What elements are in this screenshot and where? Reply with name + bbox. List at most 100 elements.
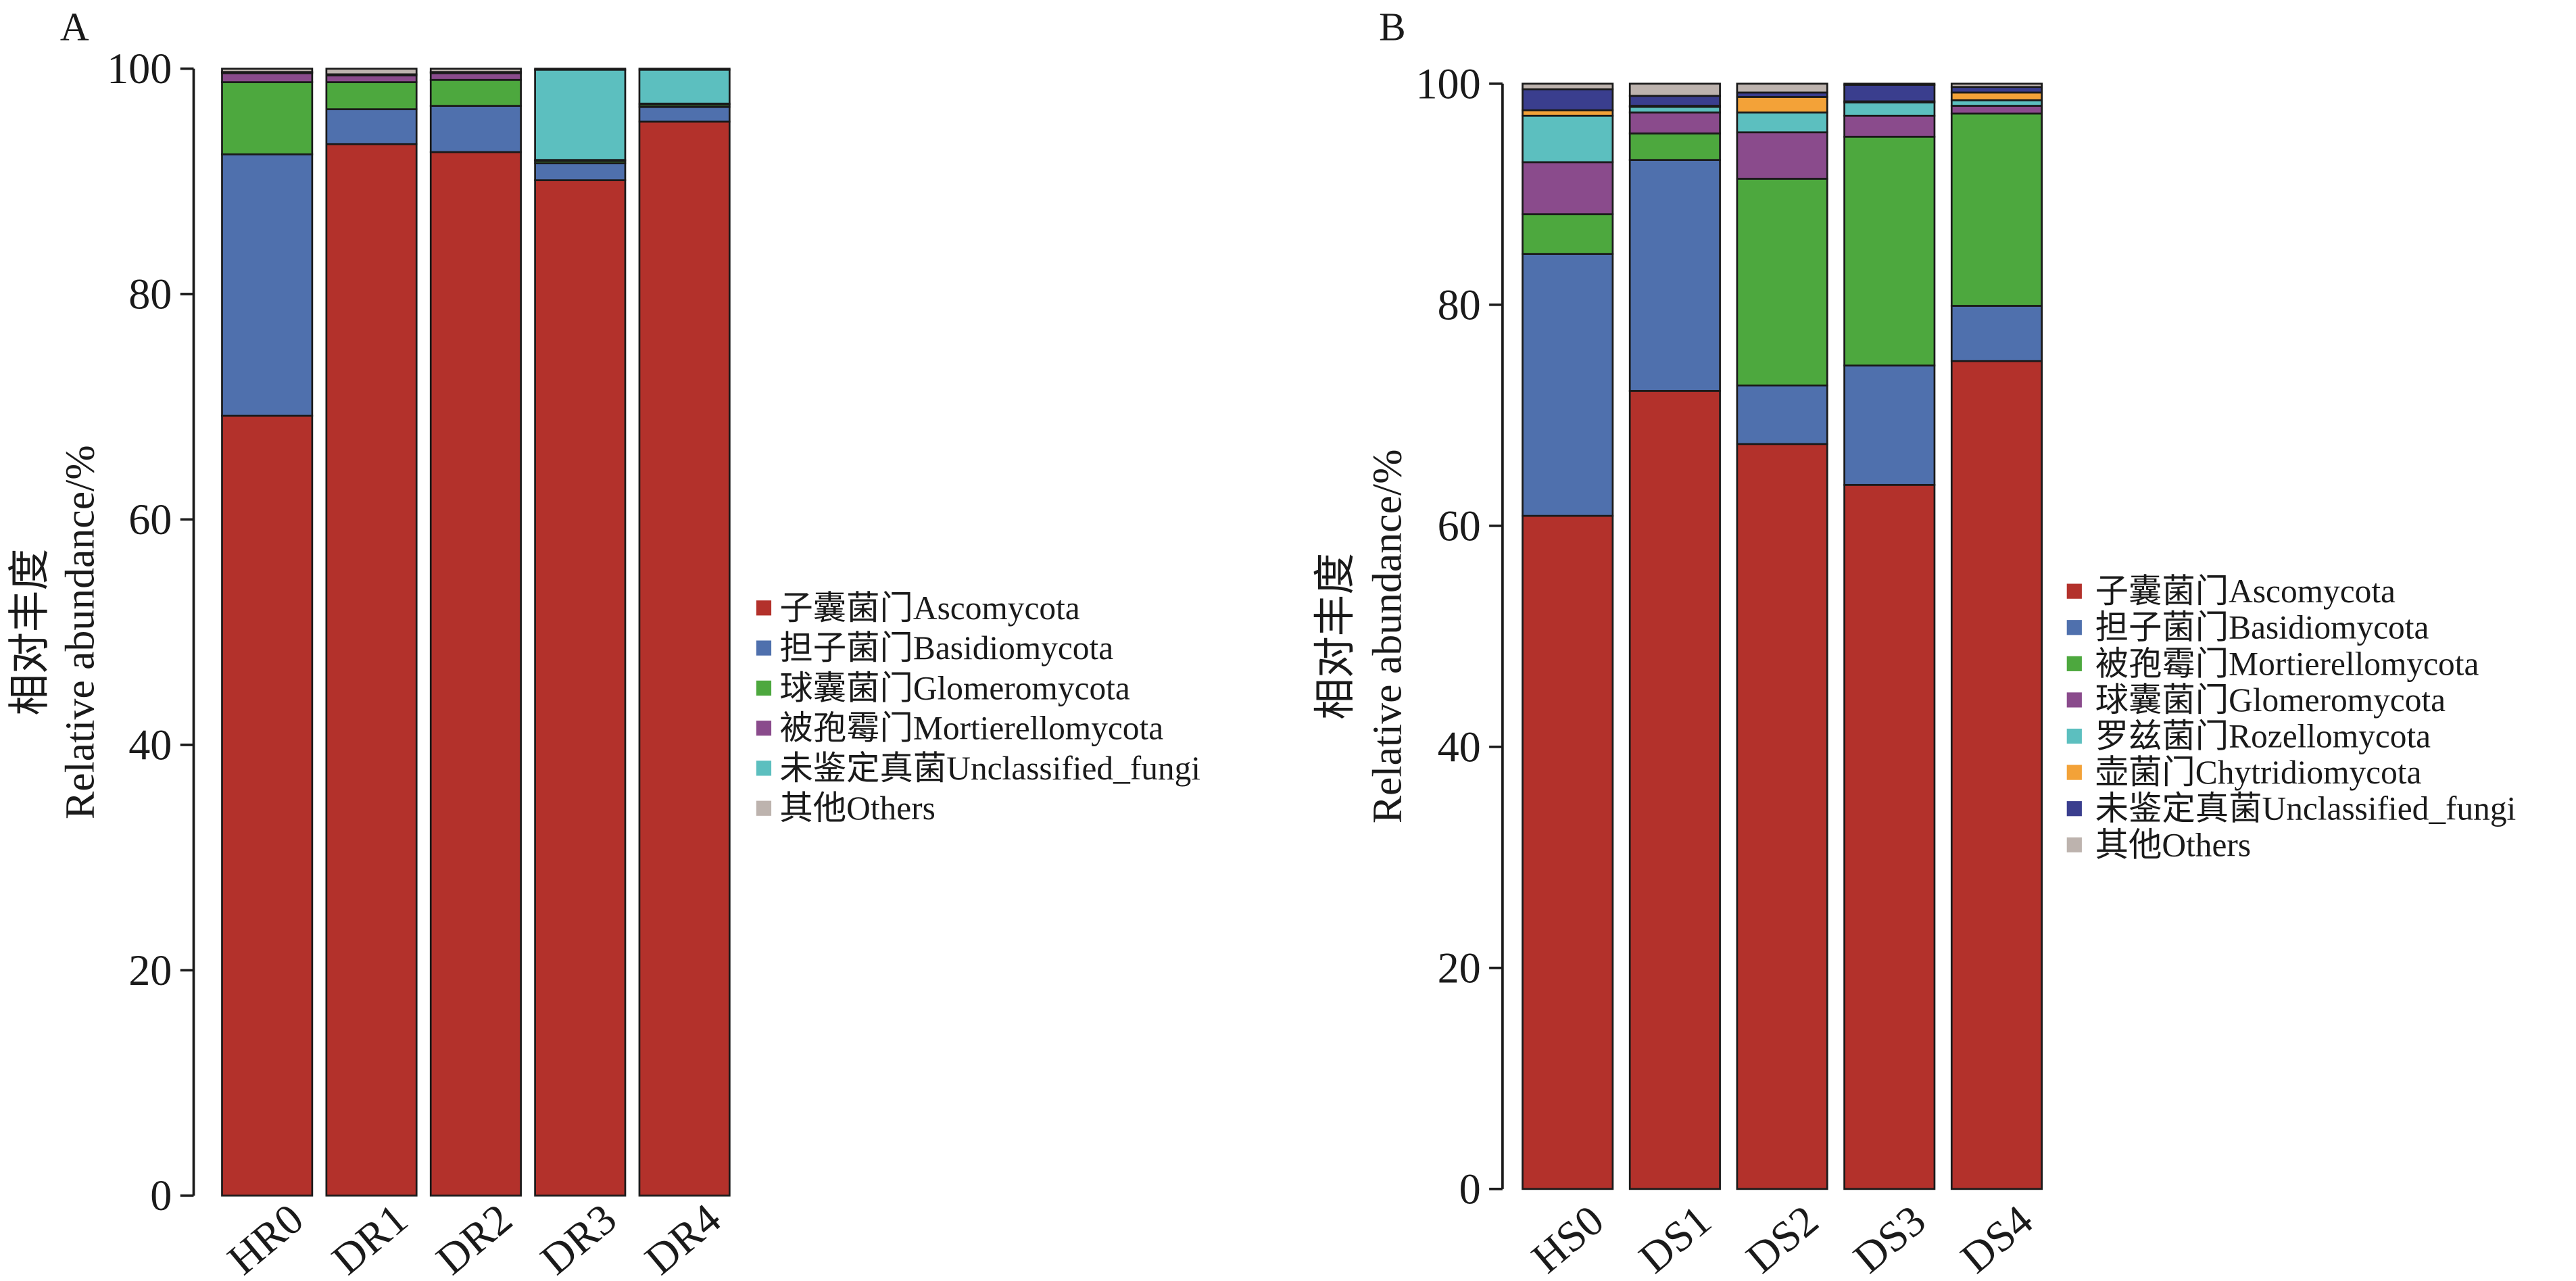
- legend-swatch-rozellomycota: [2066, 728, 2082, 744]
- legend-label-unclassified-fungi: 未鉴定真菌Unclassified_fungi: [779, 750, 1200, 787]
- x-tick-label-ds2: DS2: [1737, 1196, 1827, 1281]
- bar-segment-dr4-unclassified-fungi: [638, 68, 731, 105]
- bar-segment-dr3-basidiomycota: [534, 162, 627, 181]
- y-tick-label: 80: [128, 270, 172, 318]
- y-tick-label: 60: [128, 496, 172, 543]
- legend-swatch-mortierellomycota: [756, 721, 772, 736]
- y-tick-label: 0: [150, 1171, 172, 1219]
- legend-swatch-unclassified-fungi: [756, 760, 772, 776]
- bar-segment-dr1-glomeromycota: [325, 81, 418, 110]
- bar-segment-hr0-basidiomycota: [221, 153, 314, 417]
- legend-label-glomeromycota: 球囊菌门Glomeromycota: [2095, 681, 2446, 719]
- y-axis-title-zh: 相对丰度: [7, 549, 53, 716]
- bar-segment-ds1-ascomycota: [1628, 389, 1721, 1190]
- bar-segment-hr0-others: [221, 68, 314, 73]
- bar-segment-hr0-glomeromycota: [221, 81, 314, 155]
- bar-ds1: [1628, 82, 1721, 1190]
- panel-b: B 0 20 40 60 80 100 相对丰度 Relative abundance/% HS0…: [1313, 5, 2516, 1281]
- x-tick-label-dr3: DR3: [532, 1194, 626, 1281]
- legend-label-others: 其他Others: [2095, 826, 2251, 863]
- y-tick-label: 0: [1459, 1165, 1481, 1213]
- bar-segment-ds1-basidiomycota: [1628, 159, 1721, 392]
- bar-ds3: [1843, 82, 1936, 1190]
- bar-ds2: [1736, 82, 1828, 1190]
- bar-hs0: [1522, 82, 1614, 1190]
- legend-label-unclassified-fungi: 未鉴定真菌Unclassified_fungi: [2095, 790, 2517, 827]
- bar-segment-ds2-mortierellomycota: [1736, 178, 1828, 387]
- legend: 子囊菌门Ascomycota担子菌门Basidiomycota球囊菌门Glome…: [756, 589, 1200, 827]
- bar-dr4: [638, 68, 731, 1197]
- bar-segment-ds2-others: [1736, 82, 1828, 94]
- y-tick-label: 40: [1438, 723, 1481, 771]
- x-tick-label-hr0: HR0: [218, 1194, 312, 1281]
- legend-label-mortierellomycota: 被孢霉门Mortierellomycota: [779, 710, 1163, 747]
- legend: 子囊菌门Ascomycota担子菌门Basidiomycota被孢霉门Morti…: [2066, 573, 2517, 863]
- legend-swatch-mortierellomycota: [2066, 656, 2082, 671]
- bar-segment-dr1-basidiomycota: [325, 108, 418, 145]
- bar-segment-dr2-glomeromycota: [429, 78, 522, 107]
- bar-segment-dr1-mortierellomycota: [325, 74, 418, 83]
- bar-ds4: [1950, 82, 2043, 1190]
- bar-segment-ds1-glomeromycota: [1628, 111, 1721, 135]
- panel-label: B: [1379, 5, 1406, 49]
- y-tick-label: 60: [1438, 502, 1481, 550]
- legend-label-glomeromycota: 球囊菌门Glomeromycota: [779, 669, 1129, 706]
- bar-segment-hs0-glomeromycota: [1522, 161, 1614, 216]
- bar-segment-ds3-rozellomycota: [1843, 101, 1936, 117]
- panel-label: A: [60, 5, 89, 49]
- legend-swatch-basidiomycota: [2066, 620, 2082, 635]
- y-tick-label: 20: [1438, 944, 1481, 992]
- bar-segment-hs0-ascomycota: [1522, 514, 1614, 1190]
- bar-segment-dr3-others: [534, 68, 627, 71]
- bar-segment-ds2-ascomycota: [1736, 443, 1828, 1190]
- bar-dr3: [534, 68, 627, 1197]
- bar-segment-ds4-others: [1950, 82, 2043, 89]
- bar-segment-ds3-unclassified-fungi: [1843, 84, 1936, 103]
- y-axis-title-en: Relative abundance/%: [1364, 449, 1410, 823]
- legend-swatch-glomeromycota: [756, 680, 772, 696]
- y-tick-label: 80: [1438, 281, 1481, 329]
- x-tick-label-dr4: DR4: [636, 1194, 730, 1281]
- bar-segment-dr2-mortierellomycota: [429, 72, 522, 81]
- bar-segment-ds2-rozellomycota: [1736, 111, 1828, 134]
- bar-segment-ds1-others: [1628, 82, 1721, 97]
- y-axis-title-en: Relative abundance/%: [57, 445, 103, 819]
- bar-hr0: [221, 68, 314, 1197]
- x-tick-label-ds1: DS1: [1630, 1196, 1720, 1281]
- legend-label-ascomycota: 子囊菌门Ascomycota: [2095, 573, 2396, 610]
- x-tick-label-dr2: DR2: [427, 1194, 521, 1281]
- x-tick-label-dr1: DR1: [323, 1194, 417, 1281]
- bar-segment-dr4-others: [638, 68, 731, 71]
- legend-swatch-glomeromycota: [2066, 692, 2082, 708]
- legend-label-mortierellomycota: 被孢霉门Mortierellomycota: [2095, 645, 2479, 682]
- bar-segment-hr0-ascomycota: [221, 414, 314, 1197]
- bar-segment-ds1-unclassified-fungi: [1628, 95, 1721, 107]
- bar-segment-ds4-chytridiomycota: [1950, 91, 2043, 101]
- y-tick-label: 40: [128, 721, 172, 769]
- bar-segment-dr2-others: [429, 68, 522, 73]
- legend-label-basidiomycota: 担子菌门Basidiomycota: [2095, 609, 2429, 646]
- bar-segment-ds2-basidiomycota: [1736, 384, 1828, 445]
- bar-segment-hs0-unclassified-fungi: [1522, 88, 1614, 112]
- legend-label-others: 其他Others: [779, 790, 935, 827]
- bar-segment-hs0-others: [1522, 82, 1614, 91]
- bar-segment-ds4-mortierellomycota: [1950, 112, 2043, 307]
- legend-swatch-others: [756, 800, 772, 816]
- panel-a: A 0 20 40 60 80 100 相对丰度 Relative abundance/% HR0…: [7, 5, 1200, 1281]
- bar-dr2: [429, 68, 522, 1197]
- bar-segment-ds3-others: [1843, 82, 1936, 86]
- bar-segment-hr0-mortierellomycota: [221, 72, 314, 83]
- legend-label-chytridiomycota: 壶菌门Chytridiomycota: [2095, 754, 2422, 791]
- y-tick-label: 20: [128, 946, 172, 994]
- bar-dr1: [325, 68, 418, 1197]
- legend-label-basidiomycota: 担子菌门Basidiomycota: [779, 629, 1113, 667]
- legend-label-ascomycota: 子囊菌门Ascomycota: [779, 589, 1079, 627]
- bar-segment-dr4-ascomycota: [638, 120, 731, 1197]
- legend-swatch-unclassified-fungi: [2066, 801, 2082, 817]
- bar-segment-ds4-ascomycota: [1950, 360, 2043, 1190]
- legend-swatch-ascomycota: [756, 600, 772, 616]
- x-tick-label-hs0: HS0: [1523, 1196, 1613, 1281]
- bar-segment-dr2-ascomycota: [429, 151, 522, 1197]
- bar-segment-ds3-glomeromycota: [1843, 114, 1936, 138]
